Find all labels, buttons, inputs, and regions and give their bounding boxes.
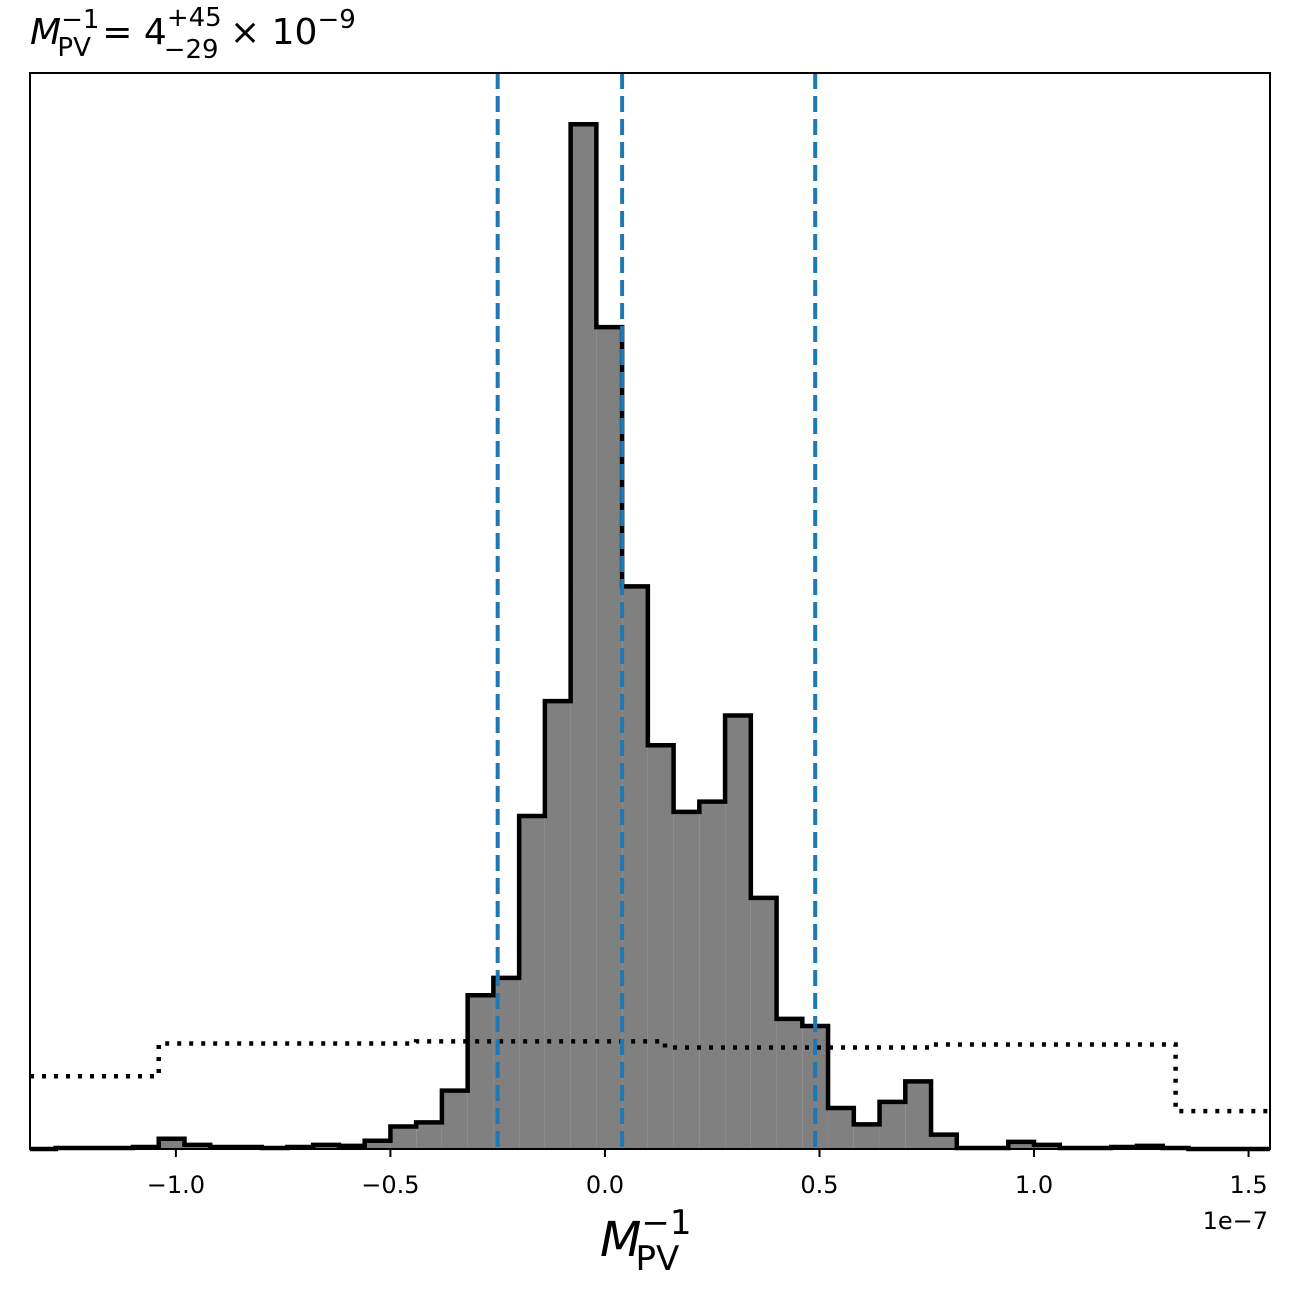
x-axis-ticks: −1.0 −0.5 0.0 0.5 1.0 1.5 xyxy=(147,1149,1268,1199)
quantile-lines xyxy=(495,73,818,1149)
prior-outline xyxy=(30,1039,1270,1114)
xlabel-subscript: PV xyxy=(636,1239,680,1279)
title-superscript: −1 xyxy=(61,5,99,35)
title-symbol: M xyxy=(30,12,61,53)
title-value-upper: +45 xyxy=(167,3,222,33)
posterior-bar xyxy=(570,124,597,1150)
chart-title: M−1 PV = 4+45 −29 × 10−9 xyxy=(30,3,356,65)
title-subscript: PV xyxy=(57,33,91,63)
xlabel-symbol: M xyxy=(600,1212,641,1268)
posterior-bar xyxy=(158,1138,185,1149)
x-tick-label: −0.5 xyxy=(361,1171,419,1199)
posterior-bar xyxy=(364,1140,391,1149)
xlabel-superscript: −1 xyxy=(641,1203,691,1243)
prior-histogram xyxy=(30,1039,1270,1114)
posterior-outline xyxy=(30,121,1270,1152)
posterior-bar xyxy=(931,1134,957,1149)
title-exponent: −9 xyxy=(317,5,355,35)
x-axis-offset-label: 1e−7 xyxy=(1203,1207,1268,1235)
posterior-bar xyxy=(390,1126,417,1149)
posterior-bar xyxy=(673,811,700,1149)
x-tick-label: 0.5 xyxy=(800,1171,838,1199)
posterior-bar xyxy=(725,715,751,1149)
title-equals: = 4 xyxy=(91,12,167,53)
title-multiplier: × 10 xyxy=(219,12,318,53)
posterior-bar xyxy=(544,701,571,1149)
title-value-lower: −29 xyxy=(164,35,219,65)
posterior-bar xyxy=(1008,1141,1035,1149)
posterior-bar xyxy=(622,586,648,1149)
posterior-bar xyxy=(853,1124,880,1149)
x-tick-label: 0.0 xyxy=(586,1171,624,1199)
x-tick-label: −1.0 xyxy=(147,1171,205,1199)
posterior-bar xyxy=(879,1101,906,1149)
posterior-bar xyxy=(750,897,777,1149)
posterior-bar xyxy=(596,327,623,1149)
x-tick-label: 1.5 xyxy=(1229,1171,1267,1199)
posterior-bar xyxy=(441,1090,468,1149)
posterior-histogram xyxy=(30,121,1270,1152)
posterior-bar xyxy=(519,815,545,1149)
posterior-bar xyxy=(905,1081,932,1149)
posterior-bar xyxy=(467,995,494,1149)
posterior-bar xyxy=(416,1122,442,1149)
posterior-bar xyxy=(776,1018,803,1149)
plot-frame xyxy=(29,72,1271,1150)
posterior-bar xyxy=(699,801,726,1149)
x-tick-label: 1.0 xyxy=(1015,1171,1053,1199)
x-axis-label: M−1 PV xyxy=(600,1203,692,1279)
posterior-bar xyxy=(647,745,674,1149)
posterior-bar xyxy=(828,1108,854,1149)
